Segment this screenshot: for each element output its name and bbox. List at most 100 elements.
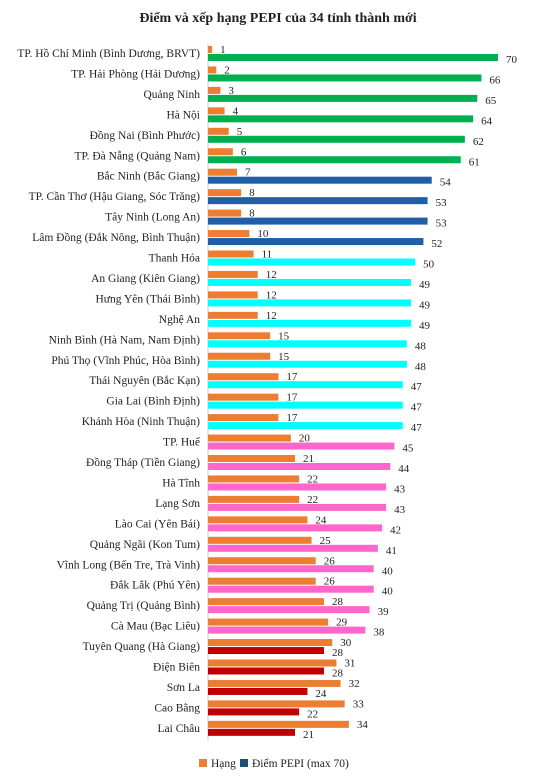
rank-value-label: 30 (340, 637, 352, 649)
pepi-value-label: 39 (378, 606, 390, 618)
rank-bar (208, 270, 258, 278)
pepi-score-bar (208, 74, 482, 82)
pepi-value-label: 40 (382, 586, 394, 598)
rank-bar (208, 700, 345, 708)
category-label: Tuyên Quang (Hà Giang) (83, 641, 201, 653)
rank-value-label: 31 (344, 658, 355, 670)
rank-bar (208, 618, 329, 626)
category-label: Quảng Ngãi (Kon Tum) (90, 539, 200, 551)
category-label: Vĩnh Long (Bến Tre, Trà Vinh) (56, 558, 200, 571)
category-label: TP. Cần Thơ (Hậu Giang, Sóc Trăng) (29, 190, 201, 203)
rank-value-label: 15 (278, 351, 290, 363)
pepi-score-bar (208, 217, 428, 225)
rank-value-label: 33 (353, 698, 365, 710)
category-label: Thanh Hóa (149, 253, 200, 265)
category-label: Khánh Hòa (Ninh Thuận) (82, 416, 200, 428)
pepi-value-label: 22 (307, 708, 318, 720)
rank-bar (208, 516, 308, 524)
rank-value-label: 8 (249, 208, 255, 220)
rank-bar (208, 434, 291, 442)
category-label: Lai Châu (158, 723, 201, 735)
pepi-value-label: 28 (332, 668, 344, 680)
pepi-value-label: 21 (303, 729, 314, 741)
rank-value-label: 15 (278, 330, 290, 342)
pepi-value-label: 47 (411, 422, 423, 434)
rank-bar (208, 352, 271, 360)
rank-value-label: 25 (320, 535, 332, 547)
pepi-score-bar (208, 565, 374, 573)
legend-label-rank: Hạng (211, 758, 236, 770)
rank-bar (208, 168, 237, 176)
rank-bar (208, 393, 279, 401)
pepi-score-bar (208, 340, 407, 348)
category-label: Bắc Ninh (Bắc Giang) (97, 170, 200, 183)
pepi-score-bar (208, 544, 378, 552)
pepi-score-bar (208, 299, 411, 307)
pepi-score-bar (208, 503, 387, 511)
rank-value-label: 17 (286, 412, 298, 424)
pepi-score-bar (208, 647, 324, 655)
rank-value-label: 22 (307, 473, 318, 485)
rank-value-label: 8 (249, 187, 255, 199)
rank-value-label: 1 (220, 44, 226, 56)
pepi-value-label: 28 (332, 647, 344, 659)
category-label: Lạng Sơn (155, 498, 200, 510)
rank-value-label: 7 (245, 167, 251, 179)
pepi-score-bar (208, 94, 478, 102)
category-label: Điện Biên (153, 662, 200, 674)
rank-bar (208, 455, 295, 462)
rank-value-label: 17 (286, 392, 298, 404)
legend-swatch-pepi (240, 759, 248, 767)
pepi-score-bar (208, 135, 465, 143)
rank-bar (208, 127, 229, 135)
pepi-value-label: 45 (402, 443, 414, 455)
pepi-score-bar (208, 483, 387, 491)
pepi-score-bar (208, 360, 407, 368)
pepi-value-label: 65 (485, 95, 497, 107)
legend-swatch-rank (199, 759, 207, 767)
rank-bar (208, 536, 312, 544)
rank-value-label: 2 (224, 64, 230, 76)
rank-bar (208, 107, 225, 115)
category-label: Gia Lai (Bình Định) (106, 396, 200, 408)
pepi-value-label: 53 (436, 197, 448, 209)
category-label: Phú Thọ (Vĩnh Phúc, Hòa Bình) (51, 355, 200, 367)
category-label: Cao Bằng (154, 701, 200, 714)
pepi-value-label: 49 (419, 279, 431, 291)
category-label: Cà Mau (Bạc Liêu) (111, 621, 200, 633)
pepi-value-label: 52 (431, 238, 442, 250)
pepi-score-bar (208, 401, 403, 409)
rank-value-label: 29 (336, 617, 348, 629)
rank-bar (208, 720, 349, 728)
rank-bar (208, 557, 316, 565)
legend-label-pepi: Điểm PEPI (max 70) (252, 757, 349, 770)
rank-value-label: 10 (257, 228, 269, 240)
category-label: Ninh Bình (Hà Nam, Nam Định) (49, 334, 201, 346)
category-label: Lào Cai (Yên Bái) (115, 518, 200, 530)
pepi-value-label: 64 (481, 115, 493, 127)
pepi-value-label: 70 (506, 54, 518, 66)
pepi-value-label: 43 (394, 504, 406, 516)
category-label: TP. Huế (163, 436, 201, 449)
category-label: Đồng Nai (Bình Phước) (90, 129, 201, 142)
pepi-value-label: 49 (419, 299, 431, 311)
pepi-value-label: 66 (489, 74, 501, 86)
pepi-score-bar (208, 422, 403, 430)
rank-bar (208, 679, 341, 687)
category-label: Sơn La (167, 682, 200, 694)
rank-bar (208, 250, 254, 258)
category-label: TP. Hải Phòng (Hải Dương) (71, 68, 200, 80)
rank-bar (208, 577, 316, 585)
rank-value-label: 4 (233, 105, 239, 117)
pepi-value-label: 49 (419, 320, 431, 332)
category-label: Quảng Ninh (143, 89, 200, 101)
rank-value-label: 24 (315, 514, 327, 526)
pepi-score-bar (208, 606, 370, 614)
rank-value-label: 26 (324, 555, 336, 567)
pepi-value-label: 50 (423, 259, 435, 271)
rank-value-label: 5 (237, 126, 243, 138)
category-label: Hà Nội (166, 109, 200, 121)
category-label: Lâm Đồng (Đắk Nông, Bình Thuận) (32, 231, 200, 244)
pepi-score-bar (208, 156, 461, 164)
